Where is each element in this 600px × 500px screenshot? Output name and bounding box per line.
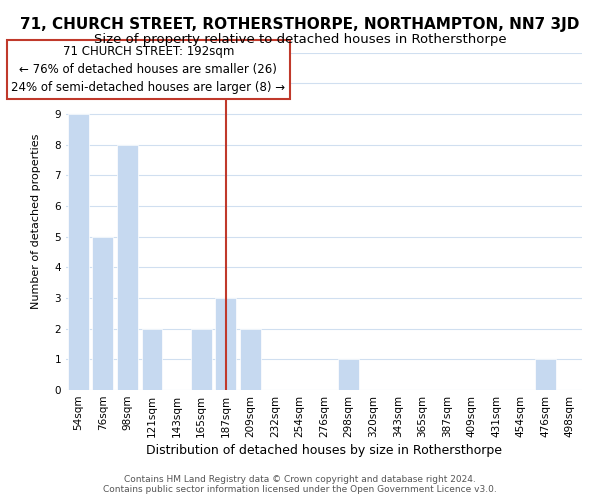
Bar — [92, 236, 113, 390]
X-axis label: Distribution of detached houses by size in Rothersthorpe: Distribution of detached houses by size … — [146, 444, 502, 457]
Text: 71, CHURCH STREET, ROTHERSTHORPE, NORTHAMPTON, NN7 3JD: 71, CHURCH STREET, ROTHERSTHORPE, NORTHA… — [20, 18, 580, 32]
Y-axis label: Number of detached properties: Number of detached properties — [31, 134, 41, 309]
Bar — [240, 328, 261, 390]
Bar — [142, 328, 163, 390]
Text: Contains HM Land Registry data © Crown copyright and database right 2024.
Contai: Contains HM Land Registry data © Crown c… — [103, 474, 497, 494]
Bar — [117, 144, 138, 390]
Bar — [535, 360, 556, 390]
Bar — [191, 328, 212, 390]
Bar — [338, 360, 359, 390]
Text: 71 CHURCH STREET: 192sqm
← 76% of detached houses are smaller (26)
24% of semi-d: 71 CHURCH STREET: 192sqm ← 76% of detach… — [11, 45, 286, 94]
Bar — [215, 298, 236, 390]
Text: Size of property relative to detached houses in Rothersthorpe: Size of property relative to detached ho… — [94, 32, 506, 46]
Bar — [68, 114, 89, 390]
